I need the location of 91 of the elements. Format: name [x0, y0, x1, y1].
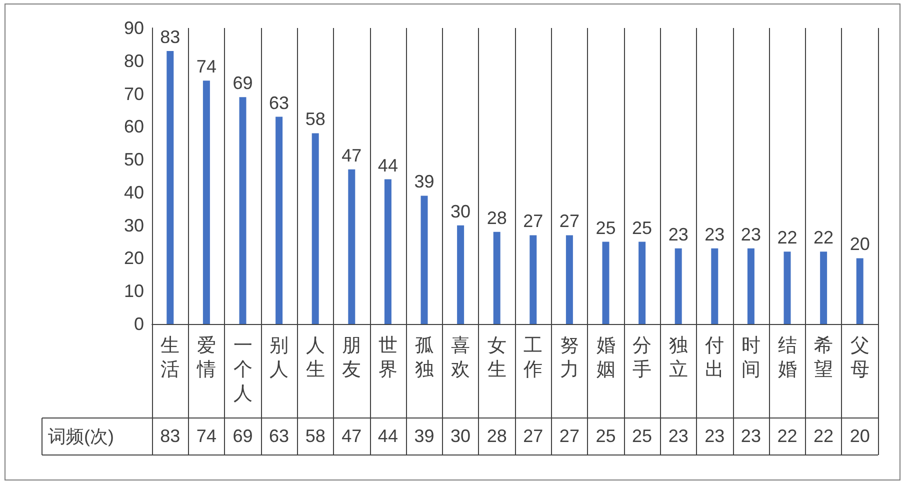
x-tick-label: 独立 [668, 336, 688, 380]
data-label: 27 [559, 426, 580, 446]
x-tick-label: 父母 [850, 336, 870, 380]
y-tick-label: 60 [124, 116, 144, 137]
text: 25 [632, 218, 652, 238]
text: 47 [342, 145, 362, 166]
data-label: 22 [814, 426, 834, 446]
text: 22 [814, 228, 834, 248]
bar [820, 252, 828, 324]
text: 39 [414, 172, 434, 192]
y-tick-label: 80 [124, 50, 144, 71]
data-label: 22 [777, 426, 798, 446]
bar [457, 225, 464, 324]
x-tick-label: 分手 [632, 336, 652, 380]
x-tick-label: 朋友 [342, 336, 362, 380]
bar [493, 232, 500, 324]
bar [856, 258, 864, 324]
data-label: 27 [523, 426, 544, 446]
bar [566, 235, 573, 324]
text: 25 [596, 218, 616, 238]
y-tick-label: 40 [124, 182, 144, 202]
bar [711, 248, 718, 324]
text: 23 [740, 224, 761, 244]
x-tick-label: 生活 [160, 336, 180, 380]
text: 词频(次) [48, 426, 114, 446]
x-tick-label: 婚姻 [596, 336, 616, 380]
text: 83 [160, 27, 180, 48]
data-label: 25 [596, 426, 616, 446]
bar [384, 179, 392, 324]
text: 22 [777, 228, 798, 248]
bar [638, 242, 646, 324]
text: 23 [704, 224, 725, 244]
x-tick-label: 女生 [487, 336, 506, 380]
x-tick-label: 喜欢 [451, 336, 470, 380]
x-tick-label: 结婚 [778, 336, 797, 380]
text: 27 [523, 211, 544, 232]
text: 58 [305, 109, 326, 130]
data-label: 58 [305, 426, 326, 446]
x-tick-label: 一个人 [233, 336, 252, 404]
x-tick-label: 时间 [741, 336, 760, 380]
bar [312, 133, 319, 324]
data-label: 23 [740, 426, 761, 446]
x-tick-label: 付出 [704, 336, 724, 380]
y-tick-label: 70 [124, 84, 144, 104]
bar [202, 80, 210, 324]
text: 28 [486, 208, 507, 228]
data-label: 69 [232, 426, 253, 446]
data-label: 44 [378, 426, 398, 446]
bar [420, 196, 428, 324]
x-tick-label: 别人 [270, 336, 289, 380]
bar [276, 116, 283, 324]
data-label: 23 [704, 426, 725, 446]
y-tick-label: 20 [124, 248, 144, 268]
bar [602, 242, 610, 324]
data-label: 74 [196, 426, 216, 446]
text: 44 [378, 155, 398, 176]
x-tick-label: 希望 [814, 336, 834, 380]
text: 27 [559, 211, 580, 232]
data-label: 63 [269, 426, 290, 446]
bar [530, 235, 537, 324]
x-tick-label: 世界 [378, 336, 398, 380]
data-label: 28 [486, 426, 507, 446]
text: 20 [850, 234, 870, 254]
data-label: 47 [342, 426, 362, 446]
bar [348, 169, 356, 324]
text: 23 [668, 224, 688, 244]
x-tick-label: 人生 [306, 336, 325, 380]
x-tick-label: 孤独 [414, 336, 434, 380]
y-tick-label: 30 [124, 215, 144, 236]
data-label: 20 [850, 426, 870, 446]
y-tick-label: 50 [124, 150, 144, 170]
bar [674, 248, 682, 324]
text: 74 [196, 56, 216, 77]
x-tick-label: 爱情 [196, 336, 216, 380]
data-label: 83 [160, 426, 180, 446]
bar [166, 51, 174, 324]
bar [239, 97, 246, 324]
x-tick-label: 工作 [522, 336, 543, 380]
data-label: 25 [632, 426, 652, 446]
y-tick-label: 90 [124, 18, 144, 38]
data-label: 39 [414, 426, 434, 446]
bar [747, 248, 754, 324]
data-label: 23 [668, 426, 688, 446]
y-tick-label: 10 [124, 281, 144, 302]
y-tick-label: 0 [134, 314, 144, 334]
data-label: 30 [450, 426, 471, 446]
text: 69 [232, 73, 253, 94]
text: 63 [269, 92, 290, 113]
text: 30 [450, 201, 471, 222]
x-tick-label: 努力 [560, 336, 579, 380]
bar [784, 252, 791, 324]
